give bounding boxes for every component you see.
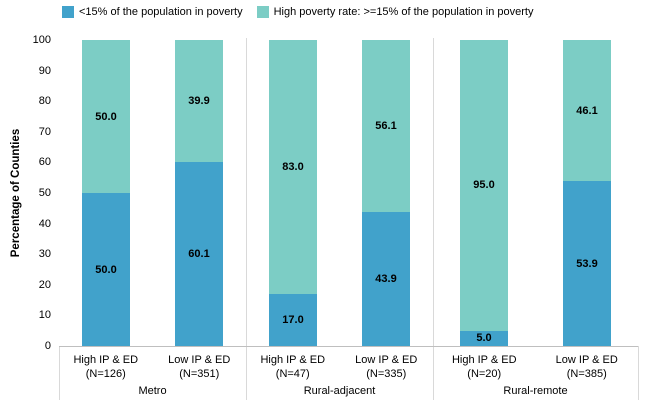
x-category-name: Low IP & ED	[355, 354, 418, 366]
y-tick-label: 40	[38, 217, 51, 230]
y-tick-label: 100	[32, 34, 51, 46]
x-category-name: Low IP & ED	[555, 354, 618, 366]
x-category-name: High IP & ED	[260, 354, 326, 366]
legend-label-high-poverty: High poverty rate: >=15% of the populati…	[273, 6, 534, 18]
bar-segment-high-poverty: 46.1	[563, 40, 611, 182]
x-group-label: Metro	[138, 385, 167, 397]
bar-segment-high-poverty: 83.0	[269, 40, 317, 294]
x-category-n-count: (N=20)	[467, 368, 502, 380]
bar-segment-below-15pct: 5.0	[460, 330, 508, 346]
bar-segment-below-15pct: 60.1	[175, 162, 223, 346]
y-tick-label: 90	[38, 64, 51, 77]
x-category-n-count: (N=385)	[566, 368, 607, 380]
y-tick-label: 30	[38, 248, 51, 261]
legend-swatch-high-poverty-icon	[256, 6, 269, 18]
x-category-name: High IP & ED	[73, 354, 139, 366]
bar-value-label: 50.0	[95, 110, 117, 123]
bar-value-label: 53.9	[576, 257, 598, 270]
x-category-label: Low IP & ED (N=351)	[139, 353, 259, 381]
legend-swatch-below-15pct-icon	[62, 6, 74, 18]
y-tick-label: 50	[38, 187, 51, 199]
bar-segment-high-poverty: 39.9	[175, 40, 223, 163]
bar-segment-high-poverty: 50.0	[82, 40, 130, 193]
y-tick-label: 70	[38, 125, 51, 138]
x-category-n-count: (N=351)	[179, 368, 220, 380]
x-category-name: High IP & ED	[451, 354, 517, 366]
x-category-n-count: (N=126)	[85, 368, 126, 380]
axis-edge-line	[638, 346, 639, 400]
legend-item-below-15pct: <15% of the population in poverty	[62, 6, 243, 18]
bar-value-label: 43.9	[375, 272, 397, 285]
legend-item-high-poverty: High poverty rate: >=15% of the populati…	[256, 6, 534, 18]
x-category-label: Low IP & ED (N=335)	[326, 353, 446, 381]
bar-segment-below-15pct: 17.0	[269, 293, 317, 346]
legend-label-below-15pct: <15% of the population in poverty	[79, 6, 243, 18]
axis-edge-line	[59, 346, 60, 400]
y-tick-label: 60	[38, 156, 51, 169]
bar-value-label: 50.0	[95, 263, 117, 276]
x-category-label: High IP & ED (N=47)	[233, 353, 353, 381]
group-separator-line	[246, 38, 247, 400]
x-group-label: Rural-adjacent	[303, 385, 376, 397]
bar-segment-below-15pct: 53.9	[563, 181, 611, 346]
x-category-label: High IP & ED (N=20)	[424, 353, 544, 381]
x-category-n-count: (N=335)	[366, 368, 407, 380]
x-category-name: Low IP & ED	[168, 354, 231, 366]
bar-value-label: 5.0	[476, 332, 492, 345]
x-category-label: Low IP & ED (N=385)	[527, 353, 647, 381]
bar-value-label: 17.0	[282, 313, 304, 326]
bar-segment-high-poverty: 56.1	[362, 40, 410, 212]
bar-segment-below-15pct: 50.0	[82, 193, 130, 346]
bar-value-label: 95.0	[473, 179, 495, 192]
group-separator-line	[433, 38, 434, 400]
bar-value-label: 60.1	[188, 248, 210, 261]
x-category-label: High IP & ED (N=126)	[46, 353, 166, 381]
bar-segment-high-poverty: 95.0	[460, 40, 508, 331]
bar-value-label: 83.0	[282, 160, 304, 173]
bar-value-label: 46.1	[576, 104, 598, 117]
legend: <15% of the population in poverty High p…	[62, 6, 533, 18]
y-tick-label: 80	[38, 95, 51, 108]
bar-value-label: 56.1	[375, 119, 397, 132]
bar-value-label: 39.9	[188, 95, 210, 108]
y-tick-label: 0	[44, 340, 51, 352]
y-tick-label: 20	[38, 278, 51, 291]
x-category-n-count: (N=47)	[275, 368, 310, 380]
x-group-label: Rural-remote	[503, 385, 568, 397]
bar-segment-below-15pct: 43.9	[362, 211, 410, 346]
y-tick-label: 10	[38, 309, 51, 322]
x-axis-line	[59, 346, 638, 347]
